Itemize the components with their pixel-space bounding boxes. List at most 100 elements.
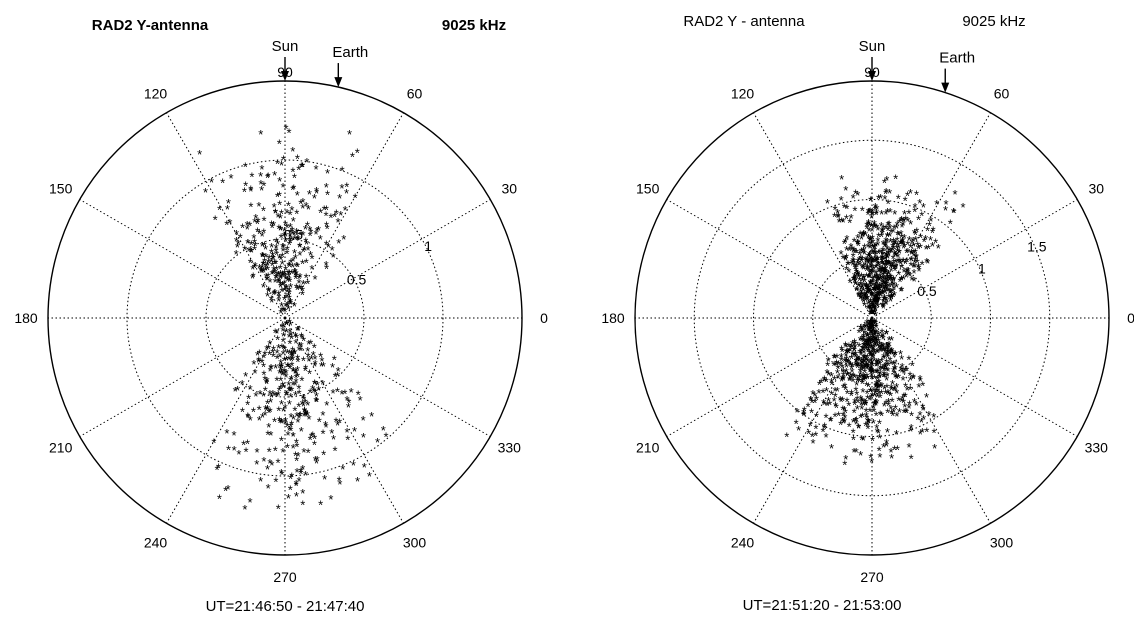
- data-point: *: [884, 248, 889, 263]
- data-point: *: [892, 207, 897, 222]
- data-point: *: [874, 277, 879, 292]
- data-point: *: [330, 386, 335, 401]
- data-point: *: [877, 263, 882, 278]
- data-point: *: [857, 248, 862, 263]
- data-point: *: [282, 305, 287, 320]
- data-point: *: [291, 412, 296, 427]
- data-point: *: [279, 299, 284, 314]
- data-point: *: [852, 395, 857, 410]
- data-point: *: [853, 272, 858, 287]
- data-point: *: [859, 348, 864, 363]
- data-point: *: [868, 337, 873, 352]
- data-point: *: [287, 330, 292, 345]
- data-point: *: [235, 383, 240, 398]
- data-point: *: [860, 228, 865, 243]
- data-point: *: [316, 223, 321, 238]
- data-point: *: [875, 358, 880, 373]
- data-point: *: [864, 358, 869, 373]
- data-point: *: [278, 262, 283, 277]
- data-point: *: [250, 262, 255, 277]
- data-point: *: [887, 347, 892, 362]
- data-point: *: [259, 355, 264, 370]
- data-point: *: [824, 374, 829, 389]
- data-point: *: [821, 396, 826, 411]
- data-point: *: [861, 329, 866, 344]
- data-point: *: [270, 221, 275, 236]
- data-point: *: [881, 351, 886, 366]
- data-point: *: [263, 408, 268, 423]
- data-point: *: [872, 333, 877, 348]
- data-point: *: [813, 422, 818, 437]
- data-point: *: [242, 502, 247, 517]
- data-point: *: [847, 373, 852, 388]
- data-point: *: [331, 432, 336, 447]
- data-point: *: [324, 420, 329, 435]
- data-point: *: [290, 227, 295, 242]
- data-point: *: [884, 275, 889, 290]
- data-point: *: [869, 391, 874, 406]
- data-point: *: [868, 295, 873, 310]
- data-point: *: [292, 265, 297, 280]
- data-point: *: [876, 246, 881, 261]
- data-point: *: [825, 366, 830, 381]
- data-point: *: [245, 236, 250, 251]
- data-point: *: [284, 318, 289, 333]
- data-point: *: [873, 303, 878, 318]
- data-point: *: [321, 359, 326, 374]
- data-point: *: [865, 281, 870, 296]
- data-point: *: [301, 399, 306, 414]
- data-point: *: [872, 241, 877, 256]
- data-point: *: [892, 237, 897, 252]
- grid-spoke: [284, 317, 491, 437]
- data-point: *: [894, 427, 899, 442]
- data-point: *: [277, 251, 282, 266]
- data-point: *: [336, 236, 341, 251]
- data-point: *: [895, 239, 900, 254]
- data-point: *: [251, 405, 256, 420]
- data-point: *: [868, 261, 873, 276]
- data-point: *: [810, 396, 815, 411]
- data-point: *: [856, 359, 861, 374]
- data-point: *: [863, 289, 868, 304]
- data-point: *: [917, 372, 922, 387]
- data-point: *: [912, 395, 917, 410]
- data-point: *: [355, 474, 360, 489]
- data-point: *: [914, 225, 919, 240]
- data-point: *: [294, 489, 299, 504]
- data-point: *: [276, 341, 281, 356]
- data-point: *: [266, 284, 271, 299]
- data-point: *: [272, 168, 277, 183]
- data-point: *: [260, 410, 265, 425]
- data-point: *: [903, 194, 908, 209]
- data-point: *: [287, 347, 292, 362]
- data-point: *: [296, 232, 301, 247]
- data-point: *: [849, 365, 854, 380]
- data-point: *: [884, 381, 889, 396]
- data-point: *: [259, 266, 264, 281]
- data-point: *: [269, 245, 274, 260]
- data-point: *: [851, 249, 856, 264]
- data-point: *: [871, 365, 876, 380]
- data-point: *: [878, 191, 883, 206]
- data-point: *: [882, 370, 887, 385]
- data-point: *: [873, 316, 878, 331]
- data-point: *: [261, 179, 266, 194]
- data-point: *: [257, 402, 262, 417]
- data-point: *: [275, 237, 280, 252]
- data-point: *: [839, 350, 844, 365]
- data-point: *: [308, 385, 313, 400]
- data-point: *: [918, 374, 923, 389]
- data-point: *: [889, 289, 894, 304]
- data-point: *: [279, 397, 284, 412]
- data-point: *: [286, 491, 291, 506]
- data-point: *: [267, 347, 272, 362]
- data-point: *: [291, 441, 296, 456]
- data-point: *: [844, 232, 849, 247]
- data-point: *: [908, 186, 913, 201]
- data-point: *: [235, 240, 240, 255]
- data-point: *: [864, 320, 869, 335]
- data-point: *: [879, 379, 884, 394]
- angle-tick-label: 270: [273, 569, 297, 585]
- data-point: *: [802, 404, 807, 419]
- data-point: *: [882, 266, 887, 281]
